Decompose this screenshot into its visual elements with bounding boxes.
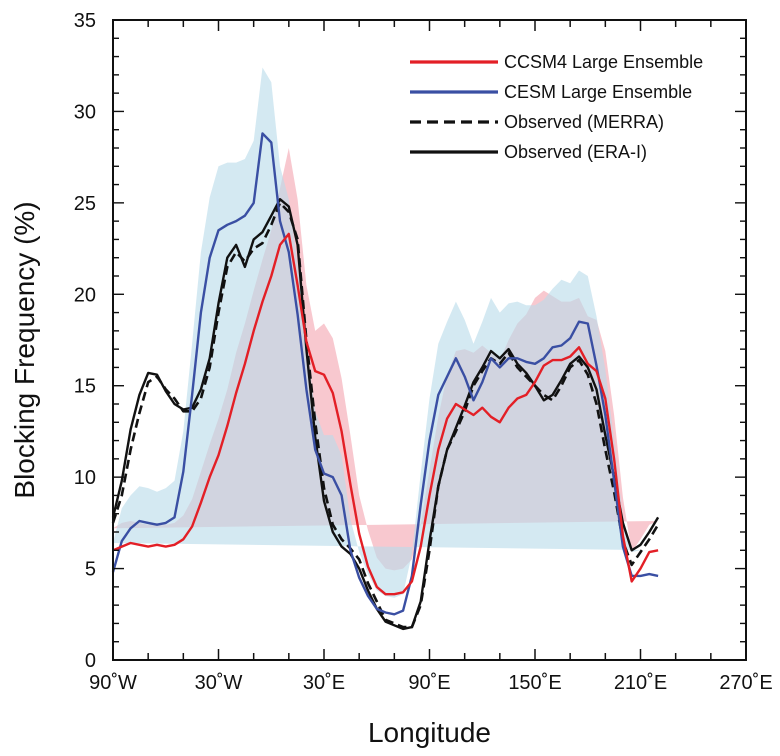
legend: CCSM4 Large Ensemble CESM Large Ensemble O…	[410, 52, 703, 162]
x-tick-label: 90˚W	[89, 672, 137, 694]
x-tick-label: 150˚E	[508, 672, 561, 694]
x-tick-label: 30˚E	[303, 672, 345, 694]
band-cesm-large-ensemble	[113, 67, 659, 598]
line-cesm-large-ensemble	[111, 132, 659, 616]
legend-label-observed-merra: Observed (MERRA)	[504, 112, 664, 132]
legend-label-cesm-large-ensemble: CESM Large Ensemble	[504, 82, 692, 102]
axis-ticks	[112, 19, 747, 661]
y-tick-label: 5	[85, 559, 96, 581]
y-tick-label: 0	[85, 650, 96, 672]
legend-label-ccsm4-large-ensemble: CCSM4 Large Ensemble	[504, 52, 703, 72]
x-axis-title: Longitude	[368, 717, 491, 748]
x-tick-label: 210˚E	[614, 672, 667, 694]
y-tick-label: 10	[74, 467, 96, 489]
y-tick-labels: 0 5 10 15 20 25 30 35	[74, 10, 96, 672]
x-tick-label: 30˚W	[195, 672, 243, 694]
series-lines	[111, 132, 660, 631]
legend-label-observed-era-i: Observed (ERA-I)	[504, 142, 647, 162]
y-tick-label: 30	[74, 101, 96, 123]
y-axis-title: Blocking Frequency (%)	[9, 201, 40, 498]
y-tick-label: 25	[74, 193, 96, 215]
line-ccsm4-large-ensemble	[112, 232, 659, 596]
spread-bands	[113, 67, 659, 598]
x-tick-label: 90˚E	[408, 672, 450, 694]
y-tick-label: 35	[74, 10, 96, 32]
line-observed-era-i	[111, 197, 660, 631]
y-tick-label: 15	[74, 376, 96, 398]
x-tick-labels: 90˚W 30˚W 30˚E 90˚E 150˚E 210˚E 270˚E	[89, 672, 773, 694]
x-tick-label: 270˚E	[719, 672, 772, 694]
y-tick-label: 20	[74, 284, 96, 306]
